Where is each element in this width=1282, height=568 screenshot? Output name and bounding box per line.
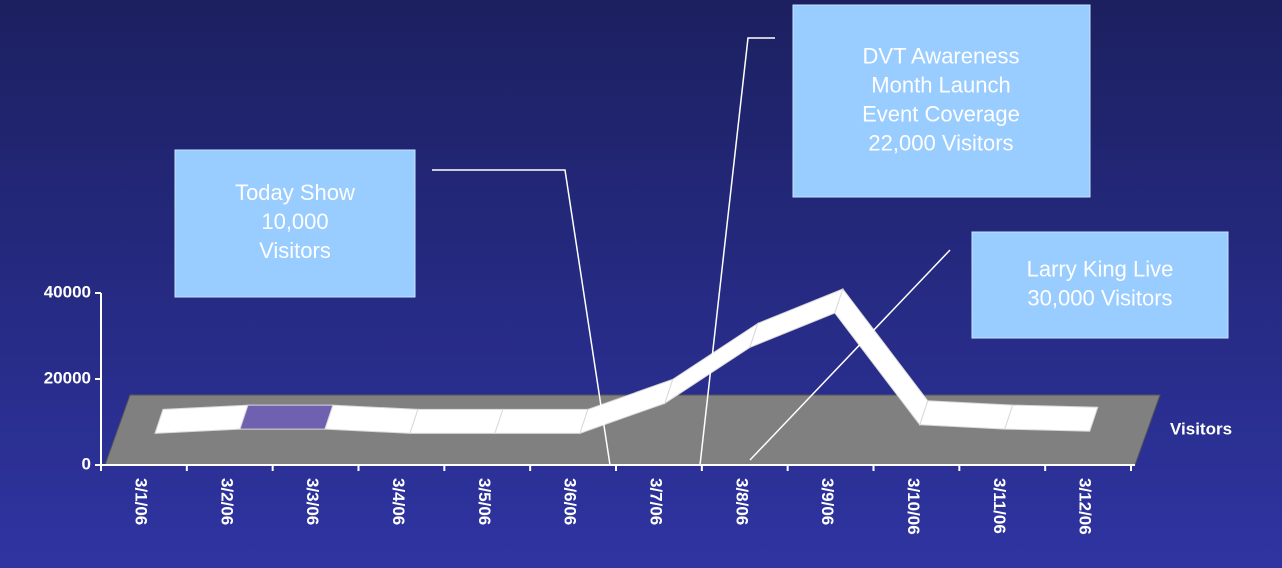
callout-text: DVT Awareness [863, 43, 1020, 68]
x-tick-label: 3/8/06 [732, 478, 751, 525]
ribbon-segment [324, 404, 419, 434]
callout-text: Month Launch [871, 72, 1010, 97]
callout-box [971, 231, 1229, 339]
x-tick-label: 3/11/06 [990, 478, 1009, 534]
x-tick-label: 3/5/06 [475, 478, 494, 525]
x-tick-label: 3/2/06 [217, 478, 236, 525]
callout-text: Visitors [259, 238, 331, 263]
ribbon-segment [1004, 404, 1099, 432]
y-tick-label: 40000 [44, 282, 91, 301]
y-tick-label: 0 [82, 454, 91, 473]
ribbon-segment [409, 408, 504, 434]
callout-text: 30,000 Visitors [1027, 285, 1172, 310]
leader-line [749, 249, 951, 461]
ribbon-segment [239, 404, 334, 430]
y-tick-label: 20000 [44, 368, 91, 387]
callout-text: 22,000 Visitors [868, 130, 1013, 155]
ribbon-segment [919, 400, 1014, 430]
x-tick-label: 3/10/06 [904, 478, 923, 535]
x-tick-label: 3/7/06 [646, 478, 665, 525]
x-tick-label: 3/6/06 [561, 478, 580, 525]
x-tick-label: 3/9/06 [818, 478, 837, 525]
ribbon-segment [494, 408, 589, 434]
callout-text: Larry King Live [1027, 256, 1174, 281]
leader-line [699, 37, 775, 466]
x-tick-label: 3/12/06 [1076, 478, 1095, 535]
ribbon-segment [154, 404, 249, 434]
callout-text: Today Show [235, 180, 355, 205]
callout-text: 10,000 [261, 209, 328, 234]
leader-line [432, 169, 611, 466]
callout-text: Event Coverage [862, 101, 1020, 126]
x-tick-label: 3/1/06 [131, 478, 150, 525]
x-tick-label: 3/4/06 [389, 478, 408, 525]
leader-lines [432, 37, 951, 466]
x-tick-label: 3/3/06 [303, 478, 322, 525]
callout-box [174, 149, 416, 298]
callout-box [792, 4, 1091, 198]
legend-label: Visitors [1170, 419, 1232, 438]
